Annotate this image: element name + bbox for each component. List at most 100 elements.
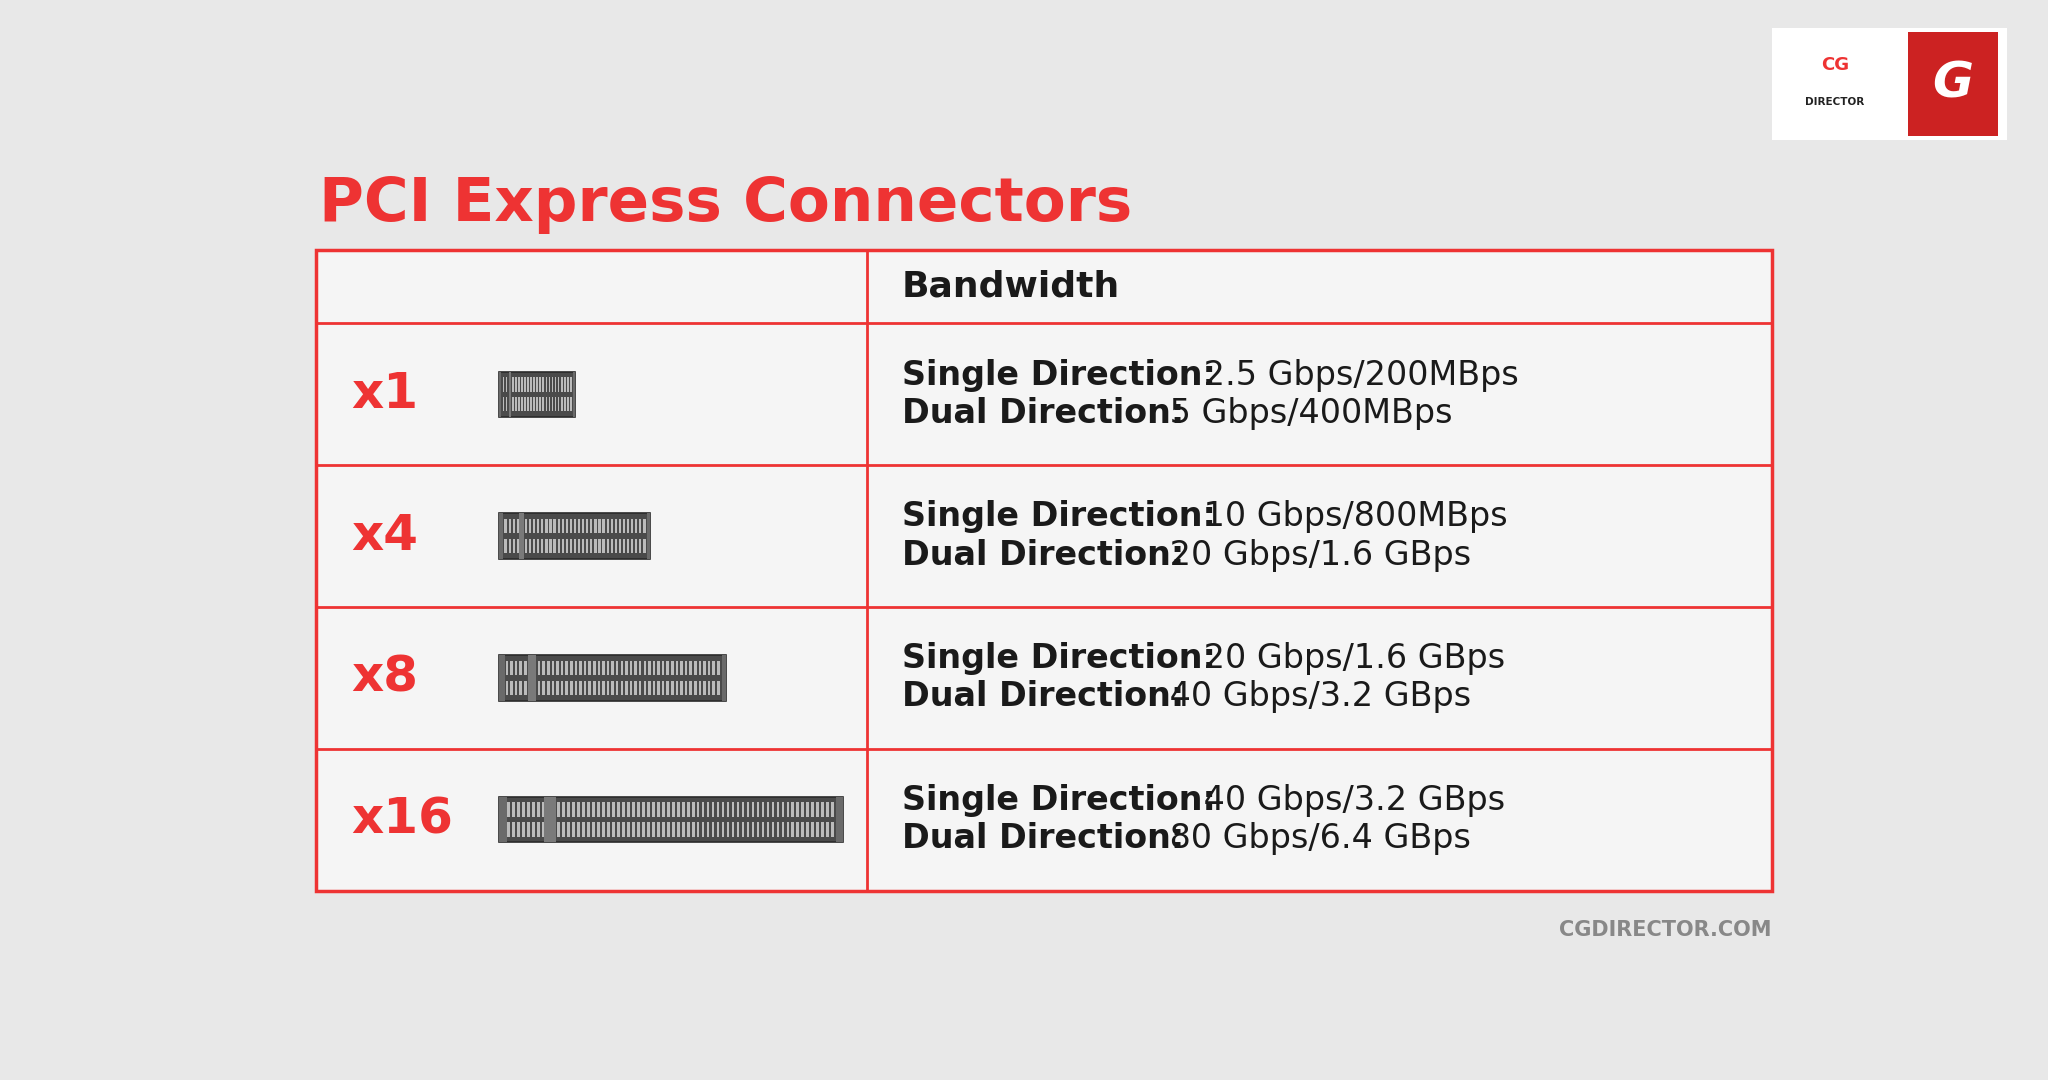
Bar <box>721 802 725 816</box>
Bar <box>590 539 592 553</box>
Bar <box>772 802 774 816</box>
Bar <box>647 802 649 816</box>
Bar <box>561 822 565 837</box>
Bar <box>709 680 711 696</box>
Bar <box>606 539 608 553</box>
Bar <box>651 802 655 816</box>
Bar <box>537 518 539 534</box>
Text: x1: x1 <box>352 370 418 418</box>
Text: Bandwidth: Bandwidth <box>901 270 1120 303</box>
Bar <box>582 518 584 534</box>
Bar <box>512 802 514 816</box>
Bar <box>623 518 625 534</box>
Bar <box>543 802 545 816</box>
Bar <box>547 661 549 675</box>
Bar <box>797 802 799 816</box>
Bar <box>782 802 784 816</box>
Bar <box>606 661 610 675</box>
Bar <box>569 661 573 675</box>
Bar <box>598 661 600 675</box>
Bar <box>543 661 545 675</box>
Bar <box>762 802 764 816</box>
Bar <box>657 802 659 816</box>
Bar <box>762 822 764 837</box>
Bar <box>653 680 655 696</box>
Bar <box>643 661 645 675</box>
Bar <box>602 539 604 553</box>
Bar <box>549 539 551 553</box>
Bar <box>561 518 563 534</box>
Bar <box>541 518 543 534</box>
Bar <box>616 680 618 696</box>
Bar <box>508 372 512 417</box>
Bar <box>514 680 518 696</box>
Text: G: G <box>1933 59 1974 108</box>
Bar <box>594 539 596 553</box>
Bar <box>594 518 596 534</box>
Text: 2.5 Gbps/200MBps: 2.5 Gbps/200MBps <box>1194 359 1520 392</box>
Bar <box>666 661 670 675</box>
Bar <box>684 661 688 675</box>
Text: 40 Gbps/3.2 GBps: 40 Gbps/3.2 GBps <box>1159 680 1470 714</box>
Bar <box>551 661 555 675</box>
Bar <box>557 539 559 553</box>
Bar <box>561 680 563 696</box>
Bar <box>516 539 518 553</box>
Bar <box>727 802 729 816</box>
Bar <box>571 822 575 837</box>
Bar <box>618 518 621 534</box>
Bar <box>537 822 541 837</box>
Bar <box>508 802 510 816</box>
Bar <box>602 802 604 816</box>
Bar <box>578 518 580 534</box>
Bar <box>629 661 633 675</box>
Bar <box>621 661 623 675</box>
Bar <box>782 822 784 837</box>
Bar <box>539 680 541 696</box>
Bar <box>569 518 571 534</box>
Bar <box>565 661 567 675</box>
Bar <box>606 822 610 837</box>
Bar <box>684 680 688 696</box>
Bar <box>616 822 621 837</box>
Bar <box>766 822 770 837</box>
Text: PCI Express Connectors: PCI Express Connectors <box>319 175 1133 234</box>
Bar <box>588 822 590 837</box>
Text: 20 Gbps/1.6 GBps: 20 Gbps/1.6 GBps <box>1159 539 1470 571</box>
Bar <box>539 661 541 675</box>
Bar <box>627 802 629 816</box>
Bar <box>502 680 504 696</box>
Bar <box>575 661 578 675</box>
Bar <box>506 680 508 696</box>
Bar <box>633 802 635 816</box>
Bar <box>641 822 645 837</box>
Bar <box>612 680 614 696</box>
Bar <box>537 802 541 816</box>
Bar <box>569 680 573 696</box>
Bar <box>500 372 575 417</box>
Bar <box>694 680 696 696</box>
Text: Single Direction:: Single Direction: <box>901 359 1217 392</box>
Bar <box>557 822 559 837</box>
Bar <box>707 802 709 816</box>
Bar <box>752 822 754 837</box>
Bar <box>524 539 526 553</box>
Bar <box>584 661 586 675</box>
Bar <box>532 822 535 837</box>
Bar <box>504 518 506 534</box>
Bar <box>635 680 637 696</box>
Bar <box>702 661 707 675</box>
Text: Dual Direction:: Dual Direction: <box>901 396 1184 430</box>
Bar <box>565 518 567 534</box>
Bar <box>696 802 700 816</box>
Bar <box>502 802 506 816</box>
Bar <box>713 822 715 837</box>
Bar <box>614 518 616 534</box>
Bar <box>588 680 592 696</box>
Bar <box>668 822 670 837</box>
Bar <box>500 797 508 842</box>
Bar <box>547 680 549 696</box>
Bar <box>610 518 612 534</box>
Bar <box>641 802 645 816</box>
Bar <box>598 518 600 534</box>
